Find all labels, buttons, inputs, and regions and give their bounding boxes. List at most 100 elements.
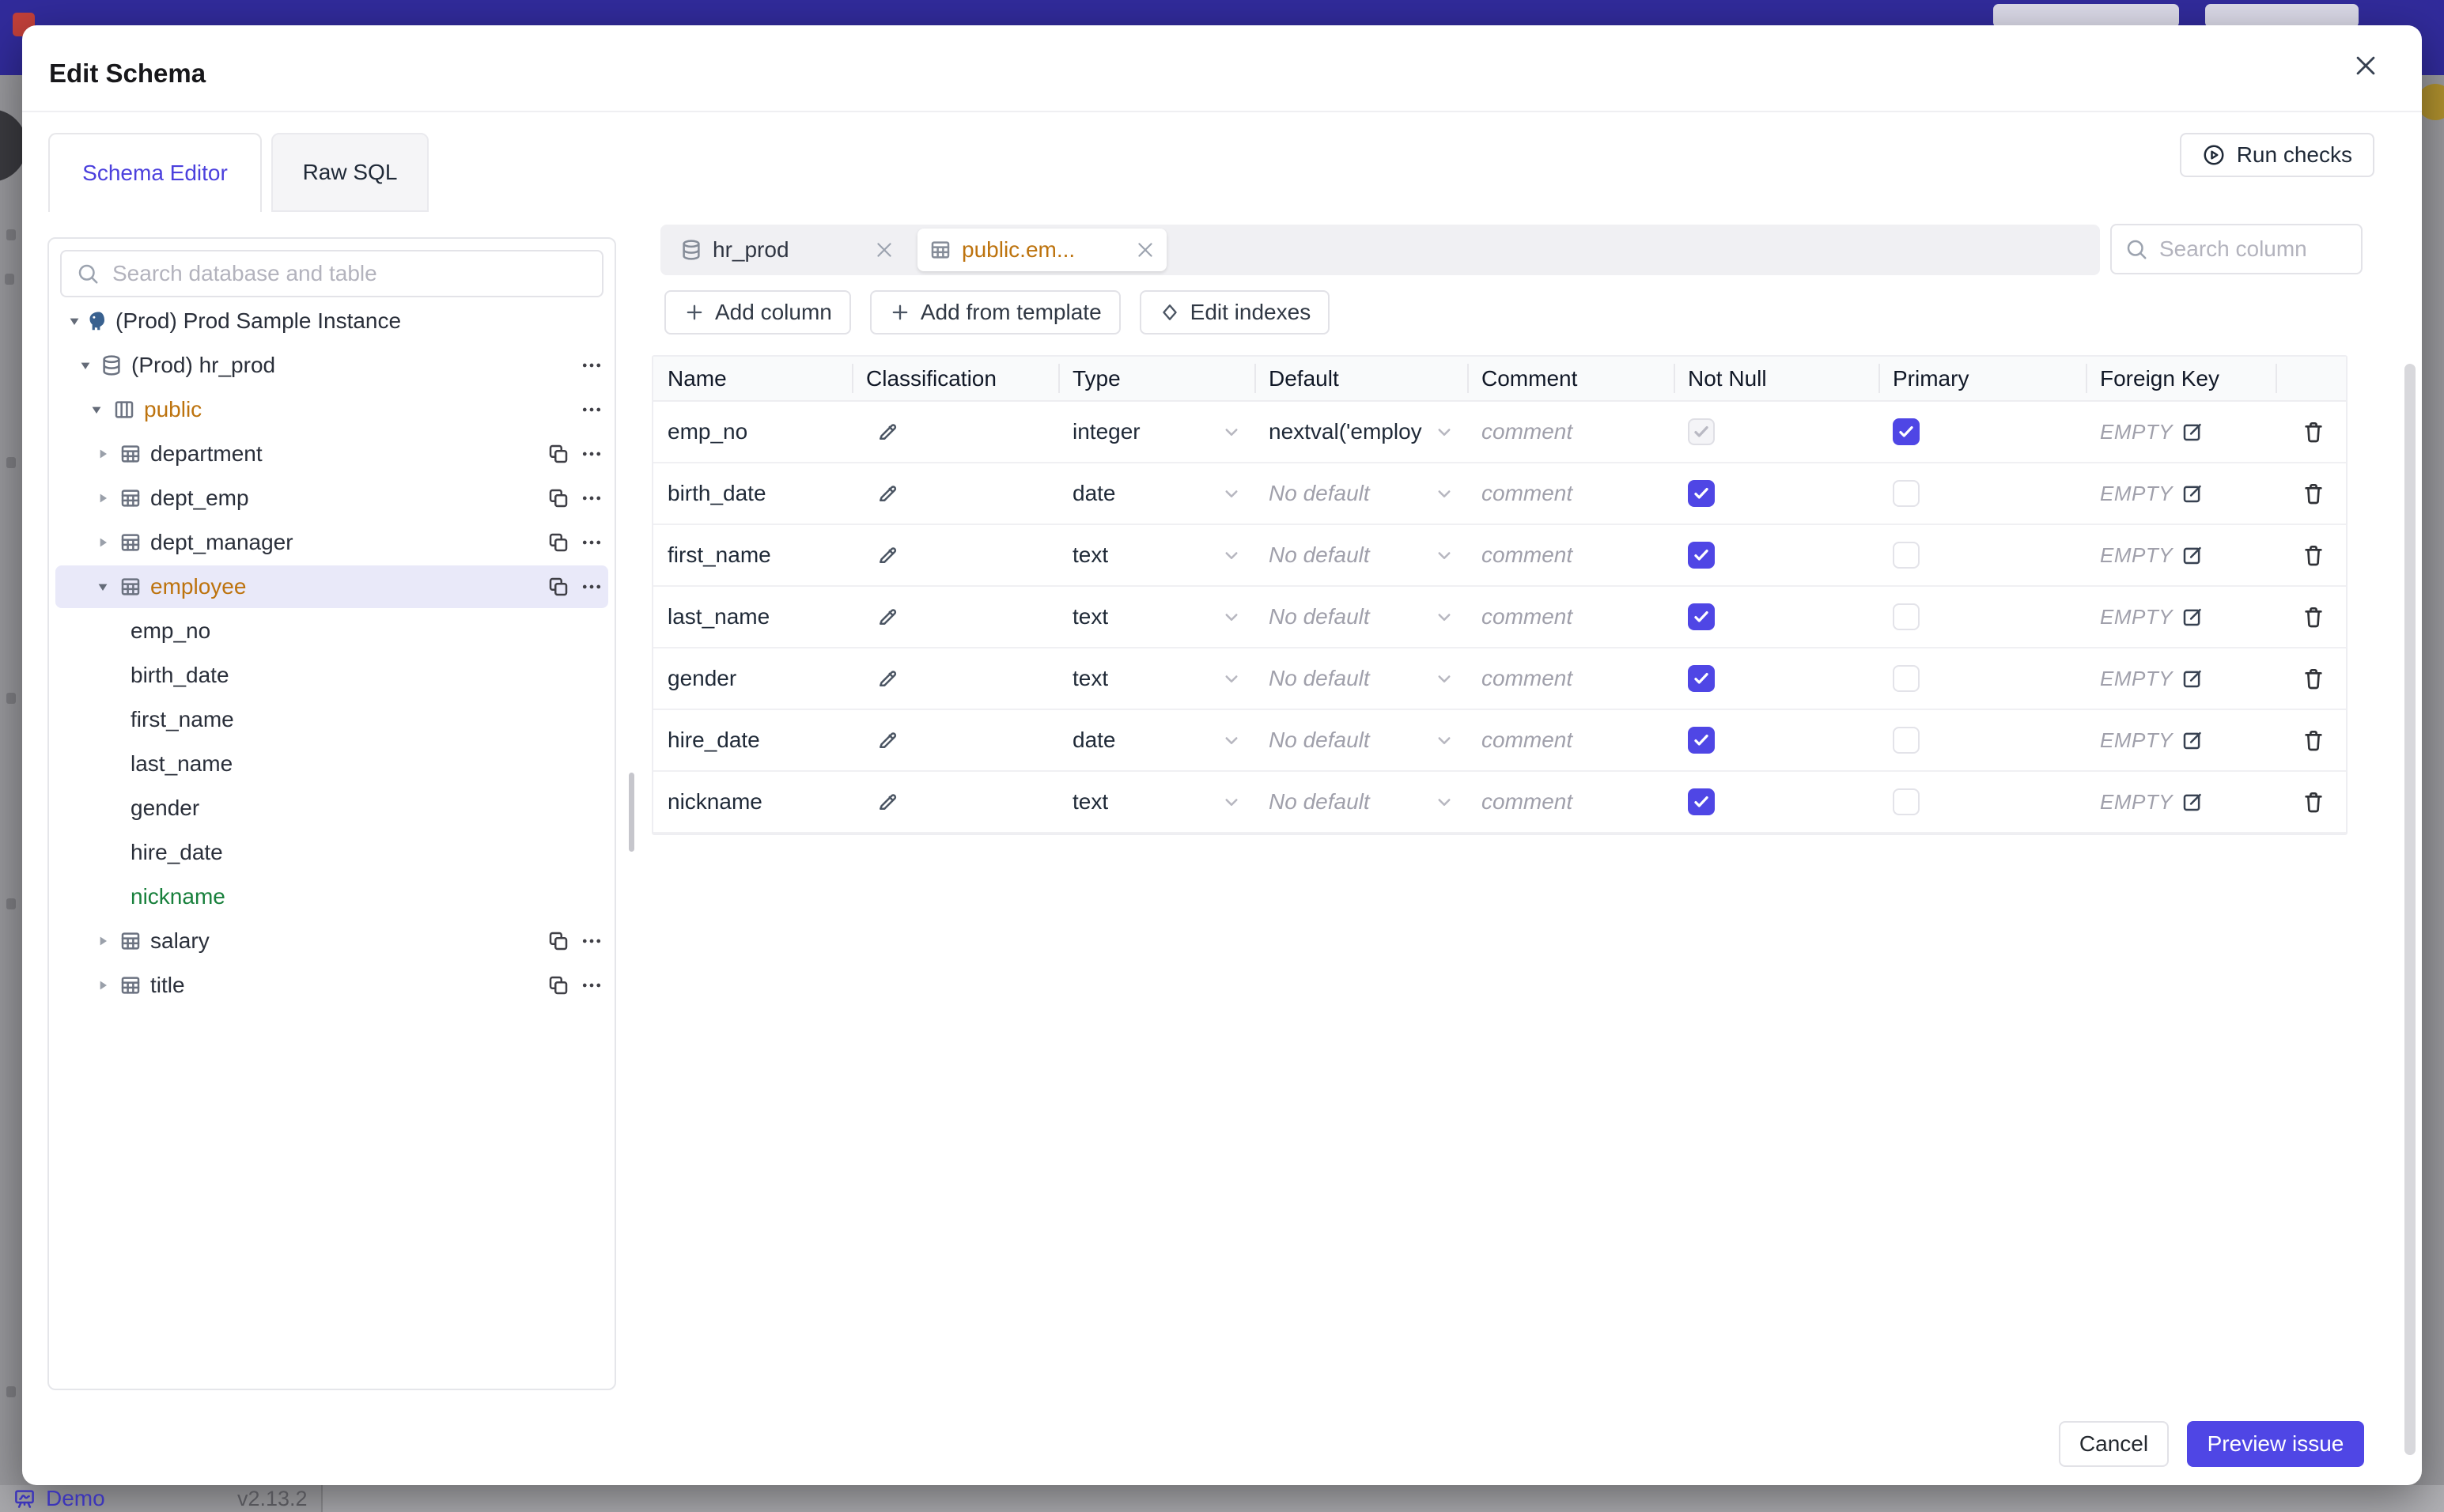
column-name-cell[interactable]: first_name [653, 525, 852, 587]
column-name-cell[interactable]: nickname [653, 772, 852, 833]
comment-cell[interactable]: comment [1467, 402, 1674, 463]
edit-indexes-button[interactable]: Edit indexes [1139, 290, 1330, 335]
comment-cell[interactable]: comment [1467, 710, 1674, 772]
type-cell[interactable]: integer [1058, 402, 1254, 463]
tree-item-hire_date[interactable]: hire_date [49, 830, 615, 875]
comment-cell[interactable]: comment [1467, 525, 1674, 587]
type-cell[interactable]: text [1058, 648, 1254, 710]
not-null-checkbox[interactable] [1688, 665, 1715, 692]
tree-item-public[interactable]: public [49, 387, 615, 432]
type-cell[interactable]: text [1058, 772, 1254, 833]
not-null-checkbox[interactable] [1688, 727, 1715, 754]
caret-right-icon[interactable] [95, 535, 111, 550]
type-cell[interactable]: date [1058, 710, 1254, 772]
edit-foreign-key-icon[interactable] [2181, 605, 2204, 629]
tab-schema-editor[interactable]: Schema Editor [48, 133, 262, 212]
primary-checkbox[interactable] [1893, 418, 1920, 445]
edit-foreign-key-icon[interactable] [2181, 667, 2204, 690]
caret-right-icon[interactable] [95, 977, 111, 993]
tree-item-dept_manager[interactable]: dept_manager [49, 520, 615, 565]
tree-item-first_name[interactable]: first_name [49, 697, 615, 742]
type-cell[interactable]: text [1058, 525, 1254, 587]
column-name-cell[interactable]: birth_date [653, 463, 852, 525]
edit-foreign-key-icon[interactable] [2181, 482, 2204, 505]
tree-item-department[interactable]: department [49, 432, 615, 476]
more-icon[interactable] [580, 442, 603, 466]
tree-item-dept_emp[interactable]: dept_emp [49, 476, 615, 520]
tree-item-(Prod) hr_prod[interactable]: (Prod) hr_prod [49, 343, 615, 387]
more-icon[interactable] [580, 486, 603, 510]
more-icon[interactable] [580, 575, 603, 599]
copy-icon[interactable] [547, 929, 570, 953]
edit-classification-icon[interactable] [876, 728, 899, 752]
edit-classification-icon[interactable] [876, 482, 899, 505]
primary-checkbox[interactable] [1893, 727, 1920, 754]
close-tab-icon[interactable] [1135, 240, 1156, 260]
default-cell[interactable]: No default [1254, 648, 1467, 710]
edit-classification-icon[interactable] [876, 605, 899, 629]
editor-tab-hr-prod[interactable]: hr_prod [668, 225, 906, 275]
panel-resize-handle[interactable] [629, 773, 634, 852]
edit-classification-icon[interactable] [876, 667, 899, 690]
edit-classification-icon[interactable] [876, 420, 899, 444]
caret-down-icon[interactable] [66, 313, 82, 329]
tree-item-(Prod) Prod Sample Instance[interactable]: (Prod) Prod Sample Instance [49, 299, 615, 343]
copy-icon[interactable] [547, 531, 570, 554]
close-icon[interactable] [2352, 52, 2379, 79]
tree-item-title[interactable]: title [49, 963, 615, 1007]
caret-down-icon[interactable] [78, 357, 93, 373]
delete-column-icon[interactable] [2301, 542, 2326, 568]
type-cell[interactable]: text [1058, 587, 1254, 648]
primary-checkbox[interactable] [1893, 788, 1920, 815]
tree-item-gender[interactable]: gender [49, 786, 615, 830]
edit-classification-icon[interactable] [876, 543, 899, 567]
more-icon[interactable] [580, 353, 603, 377]
copy-icon[interactable] [547, 486, 570, 510]
caret-right-icon[interactable] [95, 490, 111, 506]
tab-raw-sql[interactable]: Raw SQL [271, 133, 429, 212]
comment-cell[interactable]: comment [1467, 587, 1674, 648]
more-icon[interactable] [580, 973, 603, 997]
edit-foreign-key-icon[interactable] [2181, 790, 2204, 814]
delete-column-icon[interactable] [2301, 666, 2326, 691]
comment-cell[interactable]: comment [1467, 463, 1674, 525]
caret-down-icon[interactable] [89, 402, 104, 418]
copy-icon[interactable] [547, 575, 570, 599]
caret-right-icon[interactable] [95, 933, 111, 949]
primary-checkbox[interactable] [1893, 542, 1920, 569]
demo-link[interactable]: Demo [13, 1485, 105, 1512]
primary-checkbox[interactable] [1893, 603, 1920, 630]
tree-search-input[interactable] [111, 260, 588, 287]
run-checks-button[interactable]: Run checks [2179, 133, 2374, 177]
preview-issue-button[interactable]: Preview issue [2187, 1421, 2364, 1467]
tree-item-birth_date[interactable]: birth_date [49, 653, 615, 697]
tree-item-employee[interactable]: employee [49, 565, 615, 609]
edit-foreign-key-icon[interactable] [2181, 420, 2204, 444]
caret-down-icon[interactable] [95, 579, 111, 595]
type-cell[interactable]: date [1058, 463, 1254, 525]
edit-classification-icon[interactable] [876, 790, 899, 814]
more-icon[interactable] [580, 531, 603, 554]
column-name-cell[interactable]: last_name [653, 587, 852, 648]
edit-foreign-key-icon[interactable] [2181, 728, 2204, 752]
editor-tab-public-employee[interactable]: public.em... [917, 229, 1167, 271]
close-tab-icon[interactable] [874, 240, 895, 260]
dialog-scrollbar-thumb[interactable] [2404, 364, 2416, 1455]
more-icon[interactable] [580, 929, 603, 953]
column-search-input[interactable] [2158, 236, 2343, 263]
default-cell[interactable]: No default [1254, 710, 1467, 772]
add-column-button[interactable]: Add column [664, 290, 851, 335]
add-from-template-button[interactable]: Add from template [869, 290, 1121, 335]
comment-cell[interactable]: comment [1467, 648, 1674, 710]
not-null-checkbox[interactable] [1688, 788, 1715, 815]
default-cell[interactable]: No default [1254, 463, 1467, 525]
tree-item-emp_no[interactable]: emp_no [49, 609, 615, 653]
default-cell[interactable]: nextval('employ [1254, 402, 1467, 463]
delete-column-icon[interactable] [2301, 419, 2326, 444]
copy-icon[interactable] [547, 973, 570, 997]
column-name-cell[interactable]: hire_date [653, 710, 852, 772]
cancel-button[interactable]: Cancel [2059, 1421, 2169, 1467]
column-name-cell[interactable]: emp_no [653, 402, 852, 463]
delete-column-icon[interactable] [2301, 728, 2326, 753]
primary-checkbox[interactable] [1893, 480, 1920, 507]
